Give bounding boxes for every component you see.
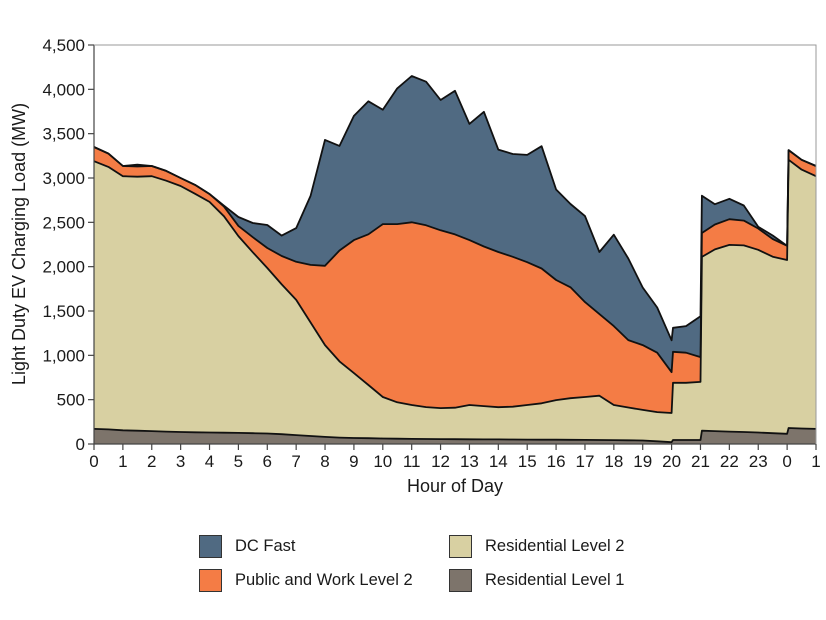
area-residential-level-2 — [94, 159, 816, 443]
plot-border — [94, 44, 817, 444]
x-tick-label: 0 — [782, 452, 791, 471]
legend-swatch-public-work-l2 — [199, 568, 222, 592]
legend: DC Fast Public and Work Level 2 Resident… — [199, 533, 659, 597]
legend-swatch-residential-l1 — [449, 568, 472, 592]
legend-label-dc-fast: DC Fast — [235, 536, 296, 555]
x-tick-label: 15 — [518, 452, 537, 471]
y-tick-label: 500 — [57, 391, 85, 410]
x-tick-label: 12 — [431, 452, 450, 471]
x-tick-label: 2 — [147, 452, 156, 471]
x-tick-label: 21 — [691, 452, 710, 471]
plot-areas — [93, 75, 817, 444]
legend-swatch-residential-l2 — [449, 534, 472, 558]
y-tick-label: 0 — [76, 435, 85, 454]
x-tick-label: 1 — [811, 452, 820, 471]
x-tick-label: 23 — [749, 452, 768, 471]
area-residential-level-1 — [94, 428, 816, 444]
area-dc-fast — [94, 76, 816, 373]
x-tick-label: 8 — [320, 452, 329, 471]
legend-label-residential-l2: Residential Level 2 — [485, 536, 625, 555]
x-tick-label: 18 — [604, 452, 623, 471]
legend-item-residential-l1: Residential Level 1 — [449, 567, 624, 593]
x-tick-label: 5 — [234, 452, 243, 471]
x-tick-label: 10 — [373, 452, 392, 471]
x-tick-label: 14 — [489, 452, 508, 471]
chart: 05001,0001,5002,0002,5003,0003,5004,0004… — [9, 36, 821, 496]
line-residential-level-1 — [93, 427, 817, 444]
x-axis-title: Hour of Day — [407, 476, 503, 496]
line-dc-fast — [93, 75, 817, 342]
x-tick-label: 11 — [403, 452, 421, 471]
x-tick-label: 7 — [291, 452, 300, 471]
y-tick-label: 4,000 — [42, 80, 85, 99]
x-tick-label: 4 — [205, 452, 214, 471]
y-tick-label: 1,500 — [42, 302, 85, 321]
x-tick-label: 9 — [349, 452, 358, 471]
legend-label-public-work-l2: Public and Work Level 2 — [235, 570, 413, 589]
legend-item-dc-fast: DC Fast — [199, 533, 296, 559]
area-public-and-work-level-2 — [94, 147, 816, 413]
x-tick-label: 6 — [263, 452, 272, 471]
x-tick-label: 13 — [460, 452, 479, 471]
y-tick-label: 3,500 — [42, 125, 85, 144]
legend-item-public-work-l2: Public and Work Level 2 — [199, 567, 413, 593]
y-tick-label: 2,000 — [42, 258, 85, 277]
x-tick-label: 19 — [633, 452, 652, 471]
y-tick-label: 1,000 — [42, 346, 85, 365]
x-tick-label: 1 — [118, 452, 127, 471]
legend-label-residential-l1: Residential Level 1 — [485, 570, 625, 589]
y-tick-label: 2,500 — [42, 213, 85, 232]
x-tick-label: 16 — [547, 452, 566, 471]
x-tick-label: 0 — [89, 452, 98, 471]
y-tick-label: 3,000 — [42, 169, 85, 188]
y-axis-title: Light Duty EV Charging Load (MW) — [9, 103, 29, 385]
x-tick-label: 3 — [176, 452, 185, 471]
legend-item-residential-l2: Residential Level 2 — [449, 533, 624, 559]
legend-swatch-dc-fast — [199, 534, 222, 558]
x-tick-label: 22 — [720, 452, 739, 471]
axes: 05001,0001,5002,0002,5003,0003,5004,0004… — [42, 36, 820, 471]
x-tick-label: 20 — [662, 452, 681, 471]
y-tick-label: 4,500 — [42, 36, 85, 55]
x-tick-label: 17 — [575, 452, 594, 471]
line-residential-level-2 — [93, 158, 817, 414]
